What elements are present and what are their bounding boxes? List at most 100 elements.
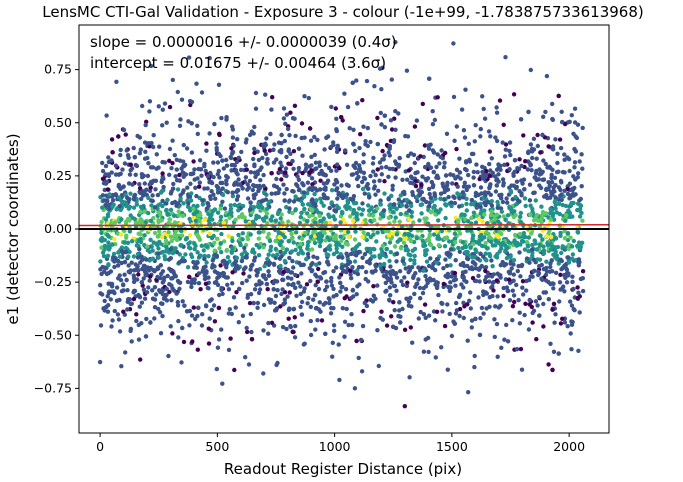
scatter-point [445,302,450,307]
scatter-point [558,233,563,238]
scatter-point [295,183,300,189]
scatter-point [528,203,533,208]
scatter-point [470,236,475,241]
scatter-point [288,151,293,156]
scatter-point [416,316,421,321]
scatter-point [282,235,287,240]
scatter-point [416,277,421,282]
scatter-point [285,275,291,280]
scatter-point [493,238,499,244]
scatter-point [173,174,178,179]
scatter-point [252,258,257,263]
scatter-point [284,186,289,192]
scatter-point [296,280,301,285]
scatter-point [373,192,378,197]
scatter-point [539,204,544,209]
scatter-point [472,364,477,370]
scatter-point [350,265,355,270]
scatter-point [404,296,409,301]
scatter-point [156,104,161,109]
scatter-point [281,106,287,111]
scatter-point [311,201,316,206]
scatter-point [508,254,513,260]
scatter-point [222,239,227,244]
scatter-point [345,253,350,259]
scatter-point [387,298,392,303]
scatter-point [153,178,159,183]
scatter-point [494,138,500,144]
scatter-point [550,147,556,152]
scatter-point [545,241,550,246]
scatter-point [538,185,544,191]
scatter-point [298,291,303,297]
scatter-point [433,355,438,360]
y-tick-label: 0.25 [44,168,72,183]
scatter-point [440,309,445,314]
scatter-point [422,243,428,248]
scatter-point [467,159,473,164]
scatter-point [177,280,183,285]
scatter-point [412,246,418,252]
scatter-point [501,180,506,186]
scatter-point [315,255,320,261]
scatter-point [215,172,220,177]
scatter-point [563,218,568,223]
scatter-point [226,234,231,239]
scatter-point [365,231,371,237]
scatter-point [375,141,380,147]
scatter-point [121,309,126,314]
scatter-point [102,298,107,304]
scatter-point [427,76,432,81]
scatter-point [522,196,528,201]
scatter-point [337,275,342,280]
scatter-point [214,279,219,285]
scatter-point [350,80,355,86]
scatter-point [160,292,166,297]
scatter-point [293,208,298,213]
scatter-point [101,306,106,311]
scatter-point [500,177,506,182]
scatter-point [568,235,573,240]
scatter-point [235,137,240,142]
scatter-point [302,206,307,212]
scatter-point [268,248,273,253]
scatter-point [125,288,130,293]
scatter-point [136,337,142,342]
scatter-point [430,199,435,204]
scatter-point [236,177,241,182]
scatter-point [185,185,190,190]
scatter-point [238,182,243,187]
scatter-point [126,254,131,259]
scatter-point [278,304,283,309]
scatter-point [502,337,507,342]
scatter-point [293,133,298,139]
scatter-point [498,221,503,227]
scatter-point [118,152,123,158]
scatter-point [285,126,291,132]
scatter-point [268,131,273,137]
scatter-point [239,149,244,155]
scatter-point [282,258,288,264]
scatter-point [204,304,209,309]
scatter-point [191,215,197,220]
scatter-point [156,306,161,312]
scatter-point [372,209,377,214]
scatter-point [128,162,133,167]
scatter-point [131,273,136,278]
scatter-point [217,131,222,137]
scatter-point [396,111,401,116]
scatter-point [340,255,345,260]
scatter-point [275,190,281,196]
scatter-point [516,166,522,172]
scatter-point [494,183,499,188]
scatter-point [230,246,235,251]
scatter-point [249,337,255,342]
scatter-point [491,288,496,293]
scatter-point [105,253,111,258]
scatter-point [518,210,523,216]
scatter-point [288,324,293,330]
scatter-point [487,149,492,154]
scatter-point [417,218,422,223]
scatter-point [329,188,335,193]
scatter-point [421,349,427,354]
